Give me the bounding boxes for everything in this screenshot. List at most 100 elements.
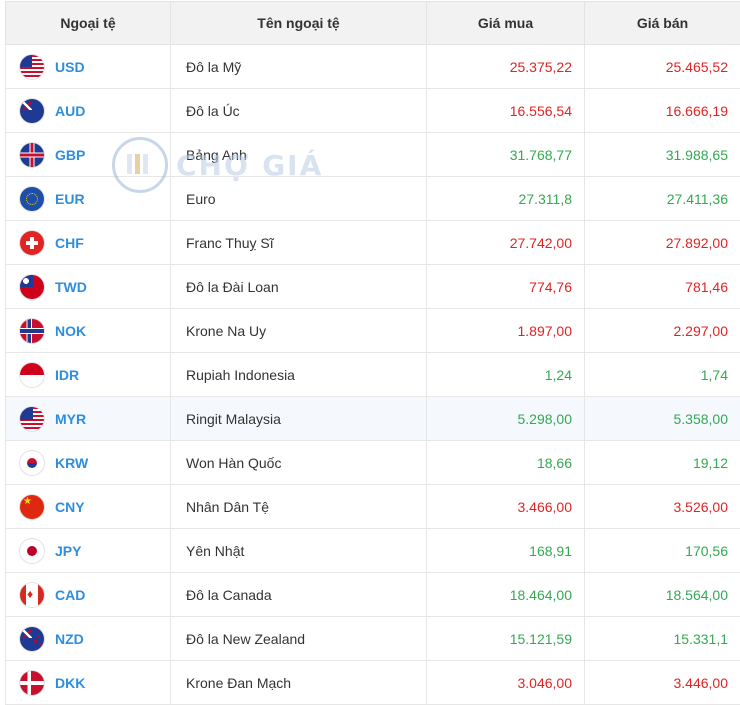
buy-price-cell: 18,66 bbox=[427, 441, 585, 485]
buy-price-cell: 15.121,59 bbox=[427, 617, 585, 661]
currency-code-link[interactable]: CNY bbox=[55, 499, 85, 515]
buy-price-cell: 18.464,00 bbox=[427, 573, 585, 617]
currency-code-box: AUD bbox=[20, 99, 170, 123]
currency-code-box: IDR bbox=[20, 363, 170, 387]
currency-code-cell: AUD bbox=[6, 89, 171, 133]
sell-price-cell: 27.411,36 bbox=[585, 177, 740, 221]
buy-price-cell: 1,24 bbox=[427, 353, 585, 397]
cn-flag-icon bbox=[20, 495, 44, 519]
buy-price-cell: 25.375,22 bbox=[427, 45, 585, 89]
currency-name-cell: Đô la Úc bbox=[171, 89, 427, 133]
sell-price-cell: 31.988,65 bbox=[585, 133, 740, 177]
currency-name-cell: Rupiah Indonesia bbox=[171, 353, 427, 397]
buy-price-cell: 1.897,00 bbox=[427, 309, 585, 353]
currency-code-box: KRW bbox=[20, 451, 170, 475]
dk-flag-icon bbox=[20, 671, 44, 695]
currency-code-cell: CAD bbox=[6, 573, 171, 617]
currency-code-box: CAD bbox=[20, 583, 170, 607]
currency-code-cell: DKK bbox=[6, 661, 171, 705]
table-header: Ngoại tệ Tên ngoại tệ Giá mua Giá bán bbox=[6, 2, 740, 45]
currency-name-cell: Đô la Canada bbox=[171, 573, 427, 617]
currency-name-cell: Krone Na Uy bbox=[171, 309, 427, 353]
currency-code-link[interactable]: IDR bbox=[55, 367, 79, 383]
currency-name-cell: Đô la New Zealand bbox=[171, 617, 427, 661]
sell-price-cell: 1,74 bbox=[585, 353, 740, 397]
header-currency-name[interactable]: Tên ngoại tệ bbox=[171, 2, 427, 45]
currency-code-link[interactable]: USD bbox=[55, 59, 85, 75]
buy-price-cell: 31.768,77 bbox=[427, 133, 585, 177]
currency-code-box: JPY bbox=[20, 539, 170, 563]
tw-flag-icon bbox=[20, 275, 44, 299]
currency-code-link[interactable]: JPY bbox=[55, 543, 81, 559]
currency-code-link[interactable]: CHF bbox=[55, 235, 84, 251]
au-flag-icon bbox=[20, 99, 44, 123]
sell-price-cell: 18.564,00 bbox=[585, 573, 740, 617]
currency-code-link[interactable]: MYR bbox=[55, 411, 86, 427]
currency-code-link[interactable]: KRW bbox=[55, 455, 88, 471]
currency-code-box: NOK bbox=[20, 319, 170, 343]
header-sell-price[interactable]: Giá bán bbox=[585, 2, 740, 45]
currency-code-link[interactable]: AUD bbox=[55, 103, 85, 119]
currency-code-link[interactable]: TWD bbox=[55, 279, 87, 295]
buy-price-cell: 3.046,00 bbox=[427, 661, 585, 705]
sell-price-cell: 2.297,00 bbox=[585, 309, 740, 353]
sell-price-cell: 781,46 bbox=[585, 265, 740, 309]
buy-price-cell: 27.311,8 bbox=[427, 177, 585, 221]
currency-code-box: MYR bbox=[20, 407, 170, 431]
kr-flag-icon bbox=[20, 451, 44, 475]
currency-code-link[interactable]: DKK bbox=[55, 675, 85, 691]
buy-price-cell: 774,76 bbox=[427, 265, 585, 309]
currency-code-link[interactable]: NZD bbox=[55, 631, 84, 647]
header-currency-code[interactable]: Ngoại tệ bbox=[6, 2, 171, 45]
buy-price-cell: 16.556,54 bbox=[427, 89, 585, 133]
buy-price-cell: 3.466,00 bbox=[427, 485, 585, 529]
buy-price-cell: 5.298,00 bbox=[427, 397, 585, 441]
ch-flag-icon bbox=[20, 231, 44, 255]
currency-code-link[interactable]: EUR bbox=[55, 191, 85, 207]
currency-name-cell: Yên Nhật bbox=[171, 529, 427, 573]
currency-code-cell: IDR bbox=[6, 353, 171, 397]
currency-code-cell: USD bbox=[6, 45, 171, 89]
currency-name-cell: Krone Đan Mạch bbox=[171, 661, 427, 705]
header-row: Ngoại tệ Tên ngoại tệ Giá mua Giá bán bbox=[6, 2, 740, 45]
gb-flag-icon bbox=[20, 143, 44, 167]
id-flag-icon bbox=[20, 363, 44, 387]
currency-name-cell: Đô la Đài Loan bbox=[171, 265, 427, 309]
header-buy-price[interactable]: Giá mua bbox=[427, 2, 585, 45]
currency-code-link[interactable]: GBP bbox=[55, 147, 85, 163]
currency-code-box: CNY bbox=[20, 495, 170, 519]
currency-name-cell: Nhân Dân Tệ bbox=[171, 485, 427, 529]
currency-code-cell: NZD bbox=[6, 617, 171, 661]
sell-price-cell: 3.446,00 bbox=[585, 661, 740, 705]
currency-code-box: NZD bbox=[20, 627, 170, 651]
ca-flag-icon bbox=[20, 583, 44, 607]
currency-code-cell: CHF bbox=[6, 221, 171, 265]
currency-code-box: GBP bbox=[20, 143, 170, 167]
currency-code-link[interactable]: NOK bbox=[55, 323, 86, 339]
currency-code-link[interactable]: CAD bbox=[55, 587, 85, 603]
buy-price-cell: 168,91 bbox=[427, 529, 585, 573]
currency-code-cell: JPY bbox=[6, 529, 171, 573]
currency-code-cell: KRW bbox=[6, 441, 171, 485]
sell-price-cell: 27.892,00 bbox=[585, 221, 740, 265]
currency-name-cell: Ringit Malaysia bbox=[171, 397, 427, 441]
exchange-rate-table: Ngoại tệ Tên ngoại tệ Giá mua Giá bán US… bbox=[5, 1, 740, 705]
sell-price-cell: 15.331,1 bbox=[585, 617, 740, 661]
